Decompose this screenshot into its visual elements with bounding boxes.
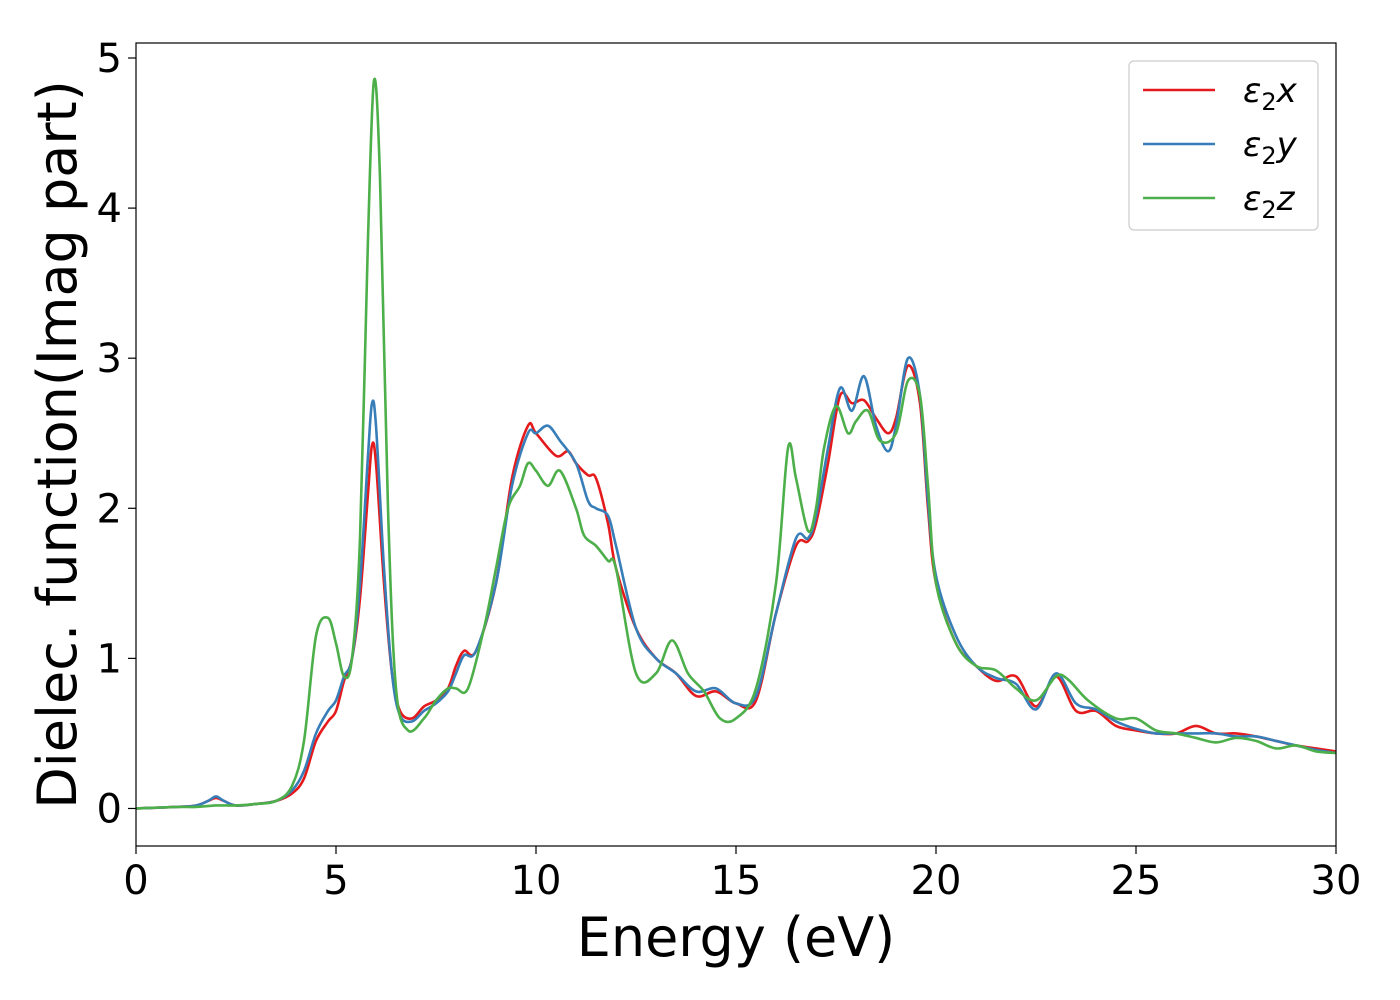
y-tick-label: 1 <box>97 636 122 682</box>
series-line-x <box>136 364 1336 810</box>
x-tick-label: 20 <box>911 858 962 904</box>
series-line-z <box>136 77 1336 810</box>
legend-item-x: ε2x <box>1143 71 1298 116</box>
x-tick-label: 30 <box>1311 858 1362 904</box>
legend-box <box>1128 60 1319 231</box>
y-tick-label: 5 <box>97 36 122 82</box>
legend-item-y: ε2y <box>1143 125 1298 170</box>
legend-label: ε2y <box>1243 125 1298 170</box>
y-axis: 0 1 2 3 4 5 <box>97 36 136 832</box>
x-tick-label: 10 <box>511 858 562 904</box>
x-axis: 0 5 10 15 20 25 30 <box>123 846 1361 904</box>
legend-item-z: ε2z <box>1143 179 1296 224</box>
y-axis-title: Dielec. function(Imag part) <box>26 80 89 809</box>
y-tick-label: 4 <box>97 186 122 232</box>
y-tick-label: 0 <box>97 786 122 832</box>
x-tick-label: 5 <box>323 858 348 904</box>
x-tick-label: 0 <box>123 858 148 904</box>
x-tick-label: 25 <box>1111 858 1162 904</box>
y-tick-label: 3 <box>97 336 122 382</box>
legend: ε2x ε2y ε2z <box>1128 60 1319 231</box>
y-tick-label: 2 <box>97 486 122 532</box>
legend-label: ε2z <box>1243 179 1296 224</box>
x-axis-title: Energy (eV) <box>577 906 896 969</box>
legend-label: ε2x <box>1243 71 1298 116</box>
plot-lines <box>136 77 1336 810</box>
x-tick-label: 15 <box>711 858 762 904</box>
